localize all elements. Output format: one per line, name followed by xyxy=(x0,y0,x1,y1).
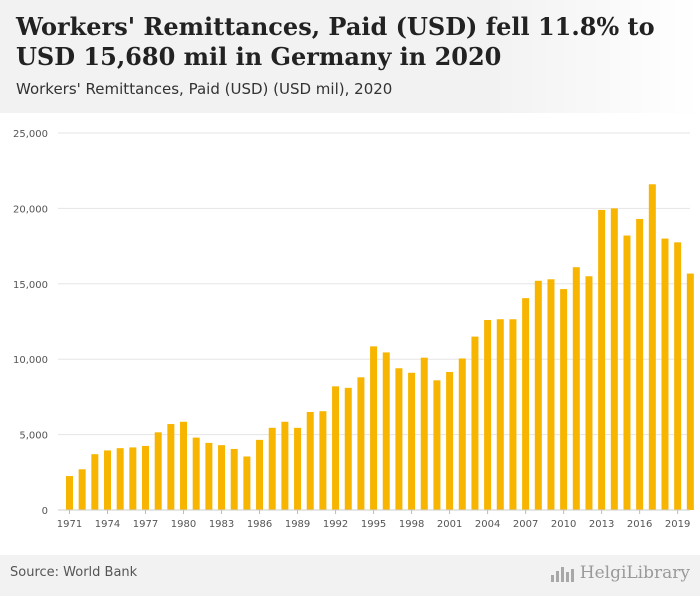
bar-chart-icon xyxy=(550,567,574,582)
bar-1980 xyxy=(180,421,188,510)
x-tick-label: 1998 xyxy=(399,519,424,530)
bar-1975 xyxy=(116,448,124,510)
x-tick-label: 1980 xyxy=(171,519,196,530)
x-tick-label: 2013 xyxy=(589,519,614,530)
y-tick-label: 15,000 xyxy=(13,280,48,291)
bar-2007 xyxy=(522,298,530,510)
bar-1992 xyxy=(332,386,340,510)
logo-text: HelgiLibrary xyxy=(579,563,690,583)
x-tick-label: 1971 xyxy=(57,519,82,530)
bar-2017 xyxy=(648,184,656,510)
bar-1993 xyxy=(344,387,352,510)
bar-2008 xyxy=(534,280,542,510)
bar-2004 xyxy=(484,319,492,510)
x-tick-label: 2010 xyxy=(551,519,576,530)
bar-1981 xyxy=(192,437,200,510)
bar-2001 xyxy=(446,372,454,510)
x-tick-label: 1974 xyxy=(95,519,120,530)
y-tick-label: 5,000 xyxy=(19,431,48,442)
bar-2005 xyxy=(496,319,504,510)
x-tick-label: 1992 xyxy=(323,519,348,530)
x-tick-label: 2001 xyxy=(437,519,462,530)
header: Workers' Remittances, Paid (USD) fell 11… xyxy=(0,0,700,113)
bar-1997 xyxy=(395,368,403,510)
bar-1987 xyxy=(268,427,276,510)
bar-1999 xyxy=(420,357,428,510)
x-tick-label: 1986 xyxy=(247,519,272,530)
x-tick-label: 2016 xyxy=(627,519,652,530)
bar-2003 xyxy=(471,336,479,510)
bar-2012 xyxy=(585,276,593,510)
source-note: Source: World Bank xyxy=(10,565,138,580)
y-tick-label: 25,000 xyxy=(13,129,48,140)
page-title: Workers' Remittances, Paid (USD) fell 11… xyxy=(16,12,655,71)
bar-1978 xyxy=(154,432,162,510)
bar-2011 xyxy=(572,267,580,510)
bar-1983 xyxy=(218,445,226,510)
bar-1974 xyxy=(104,450,112,510)
x-tick-label: 2007 xyxy=(513,519,538,530)
bar-2006 xyxy=(509,319,517,510)
bar-2016 xyxy=(636,218,644,510)
chart-subtitle: Workers' Remittances, Paid (USD) (USD mi… xyxy=(16,80,393,98)
bar-1998 xyxy=(408,372,416,510)
bar-2015 xyxy=(623,235,631,510)
bar-2009 xyxy=(547,279,555,510)
bar-1979 xyxy=(167,424,175,510)
bar-1976 xyxy=(129,447,137,510)
bar-1984 xyxy=(230,448,238,510)
bar-1985 xyxy=(243,456,251,510)
bar-2020 xyxy=(686,273,694,510)
footer: Source: World Bank HelgiLibrary xyxy=(0,555,700,596)
y-tick-label: 0 xyxy=(42,506,48,517)
bar-1990 xyxy=(306,411,314,510)
bar-1986 xyxy=(256,439,264,510)
bar-2019 xyxy=(674,242,682,510)
bar-1994 xyxy=(357,377,365,510)
bar-2010 xyxy=(560,289,568,510)
bar-1989 xyxy=(294,427,302,510)
bar-1996 xyxy=(382,352,390,510)
bar-2014 xyxy=(610,208,618,510)
bar-2002 xyxy=(458,358,466,510)
bar-1971 xyxy=(66,476,73,510)
bar-1973 xyxy=(91,454,99,510)
bar-1991 xyxy=(319,411,327,510)
bar-1977 xyxy=(142,445,150,510)
bar-1982 xyxy=(205,442,213,510)
y-tick-label: 20,000 xyxy=(13,204,48,215)
bar-1995 xyxy=(370,346,378,510)
x-tick-label: 1995 xyxy=(361,519,386,530)
bar-2000 xyxy=(433,380,441,510)
bar-1972 xyxy=(78,469,86,510)
x-tick-label: 1977 xyxy=(133,519,158,530)
x-tick-label: 1983 xyxy=(209,519,234,530)
x-tick-label: 2019 xyxy=(665,519,690,530)
bar-2018 xyxy=(661,238,669,510)
x-tick-label: 1989 xyxy=(285,519,310,530)
helgilibrary-logo[interactable]: HelgiLibrary xyxy=(550,563,690,583)
y-tick-label: 10,000 xyxy=(13,355,48,366)
x-tick-label: 2004 xyxy=(475,519,500,530)
bar-chart: 0 5,000 10,000 15,000 20,000 25,000 1971 1974 19… xyxy=(13,129,694,530)
bar-1988 xyxy=(281,421,289,510)
bar-2013 xyxy=(598,209,606,510)
